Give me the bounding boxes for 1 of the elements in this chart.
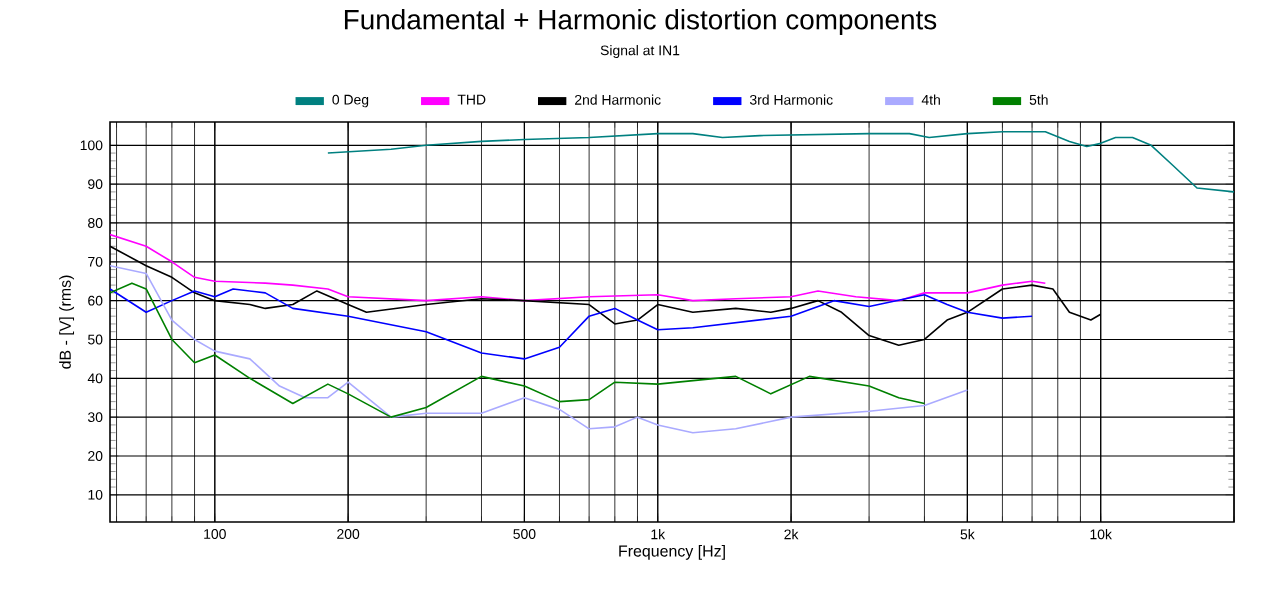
chart-title: Fundamental + Harmonic distortion components <box>344 9 937 36</box>
